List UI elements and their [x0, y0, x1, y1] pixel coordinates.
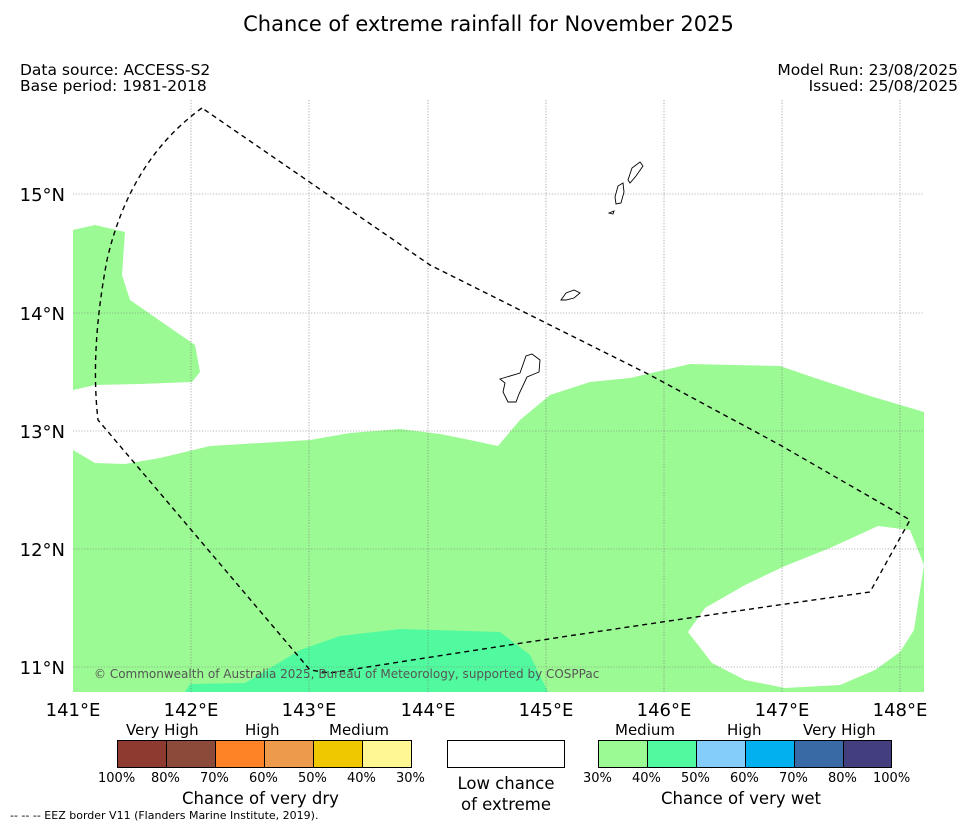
low-chance-swatch [447, 740, 565, 768]
lat-label: 12°N [20, 540, 65, 561]
wet-tick: 100% [873, 771, 911, 786]
dry-swatch [264, 740, 314, 768]
wet-swatch [745, 740, 795, 768]
low-chance-label-line2: of extreme [460, 795, 552, 814]
wet-swatch [647, 740, 697, 768]
dry-tick: 80% [151, 771, 180, 786]
medium-wet-region-northwest [73, 225, 200, 390]
dry-swatch [117, 740, 167, 768]
wet-tick: 70% [779, 771, 808, 786]
low-chance-region-southeast [688, 526, 924, 688]
lat-label: 14°N [20, 304, 65, 325]
lon-label: 147°E [755, 700, 810, 721]
wet-category-very-high: Very High [803, 721, 876, 739]
lon-label: 141°E [46, 700, 101, 721]
wet-tick: 50% [681, 771, 710, 786]
dry-category-high: High [245, 721, 280, 739]
dry-swatch [166, 740, 216, 768]
rota-island [560, 289, 581, 301]
dry-tick: 100% [98, 771, 136, 786]
dry-swatch [362, 740, 412, 768]
high-wet-region-south [185, 629, 548, 692]
wet-tick: 30% [583, 771, 612, 786]
tinian-island [614, 182, 625, 205]
lat-label: 13°N [20, 422, 65, 443]
wet-swatch [794, 740, 844, 768]
dry-tick: 60% [249, 771, 278, 786]
gridlines [73, 100, 924, 692]
wet-swatch [598, 740, 648, 768]
lat-label: 11°N [20, 658, 65, 679]
saipan-island [627, 161, 644, 184]
map-title: Chance of extreme rainfall for November … [243, 12, 734, 36]
dry-tick: 50% [298, 771, 327, 786]
guam-island [499, 353, 541, 403]
dry-swatch [215, 740, 265, 768]
islands [499, 161, 644, 403]
wet-legend-title: Chance of very wet [661, 789, 821, 808]
dry-swatch [313, 740, 363, 768]
aguijan-island [607, 210, 615, 215]
wet-tick: 40% [632, 771, 661, 786]
copyright-notice: © Commonwealth of Australia 2025, Bureau… [94, 667, 600, 681]
data-source-text: Data source: ACCESS-S2 [20, 61, 211, 79]
lon-label: 142°E [164, 700, 219, 721]
wet-swatch [696, 740, 746, 768]
dry-tick: 40% [347, 771, 376, 786]
wet-swatch [843, 740, 892, 768]
low-chance-label-line1: Low chance [457, 774, 555, 793]
eez-footnote: -- -- -- EEZ border V11 (Flanders Marine… [10, 809, 319, 822]
wet-category-medium: Medium [615, 721, 675, 739]
wet-category-high: High [727, 721, 762, 739]
dry-category-medium: Medium [329, 721, 389, 739]
lon-label: 143°E [282, 700, 337, 721]
issued-text: Issued: 25/08/2025 [808, 77, 958, 95]
lon-label: 148°E [873, 700, 928, 721]
dry-tick: 70% [200, 771, 229, 786]
lon-label: 144°E [401, 700, 456, 721]
dry-tick: 30% [396, 771, 425, 786]
lat-label: 15°N [20, 185, 65, 206]
dry-legend-title: Chance of very dry [182, 789, 339, 808]
wet-tick: 60% [730, 771, 759, 786]
base-period-text: Base period: 1981-2018 [20, 77, 207, 95]
model-run-text: Model Run: 23/08/2025 [777, 61, 958, 79]
lon-label: 145°E [519, 700, 574, 721]
lon-label: 146°E [637, 700, 692, 721]
dry-category-very-high: Very High [126, 721, 199, 739]
wet-tick: 80% [828, 771, 857, 786]
